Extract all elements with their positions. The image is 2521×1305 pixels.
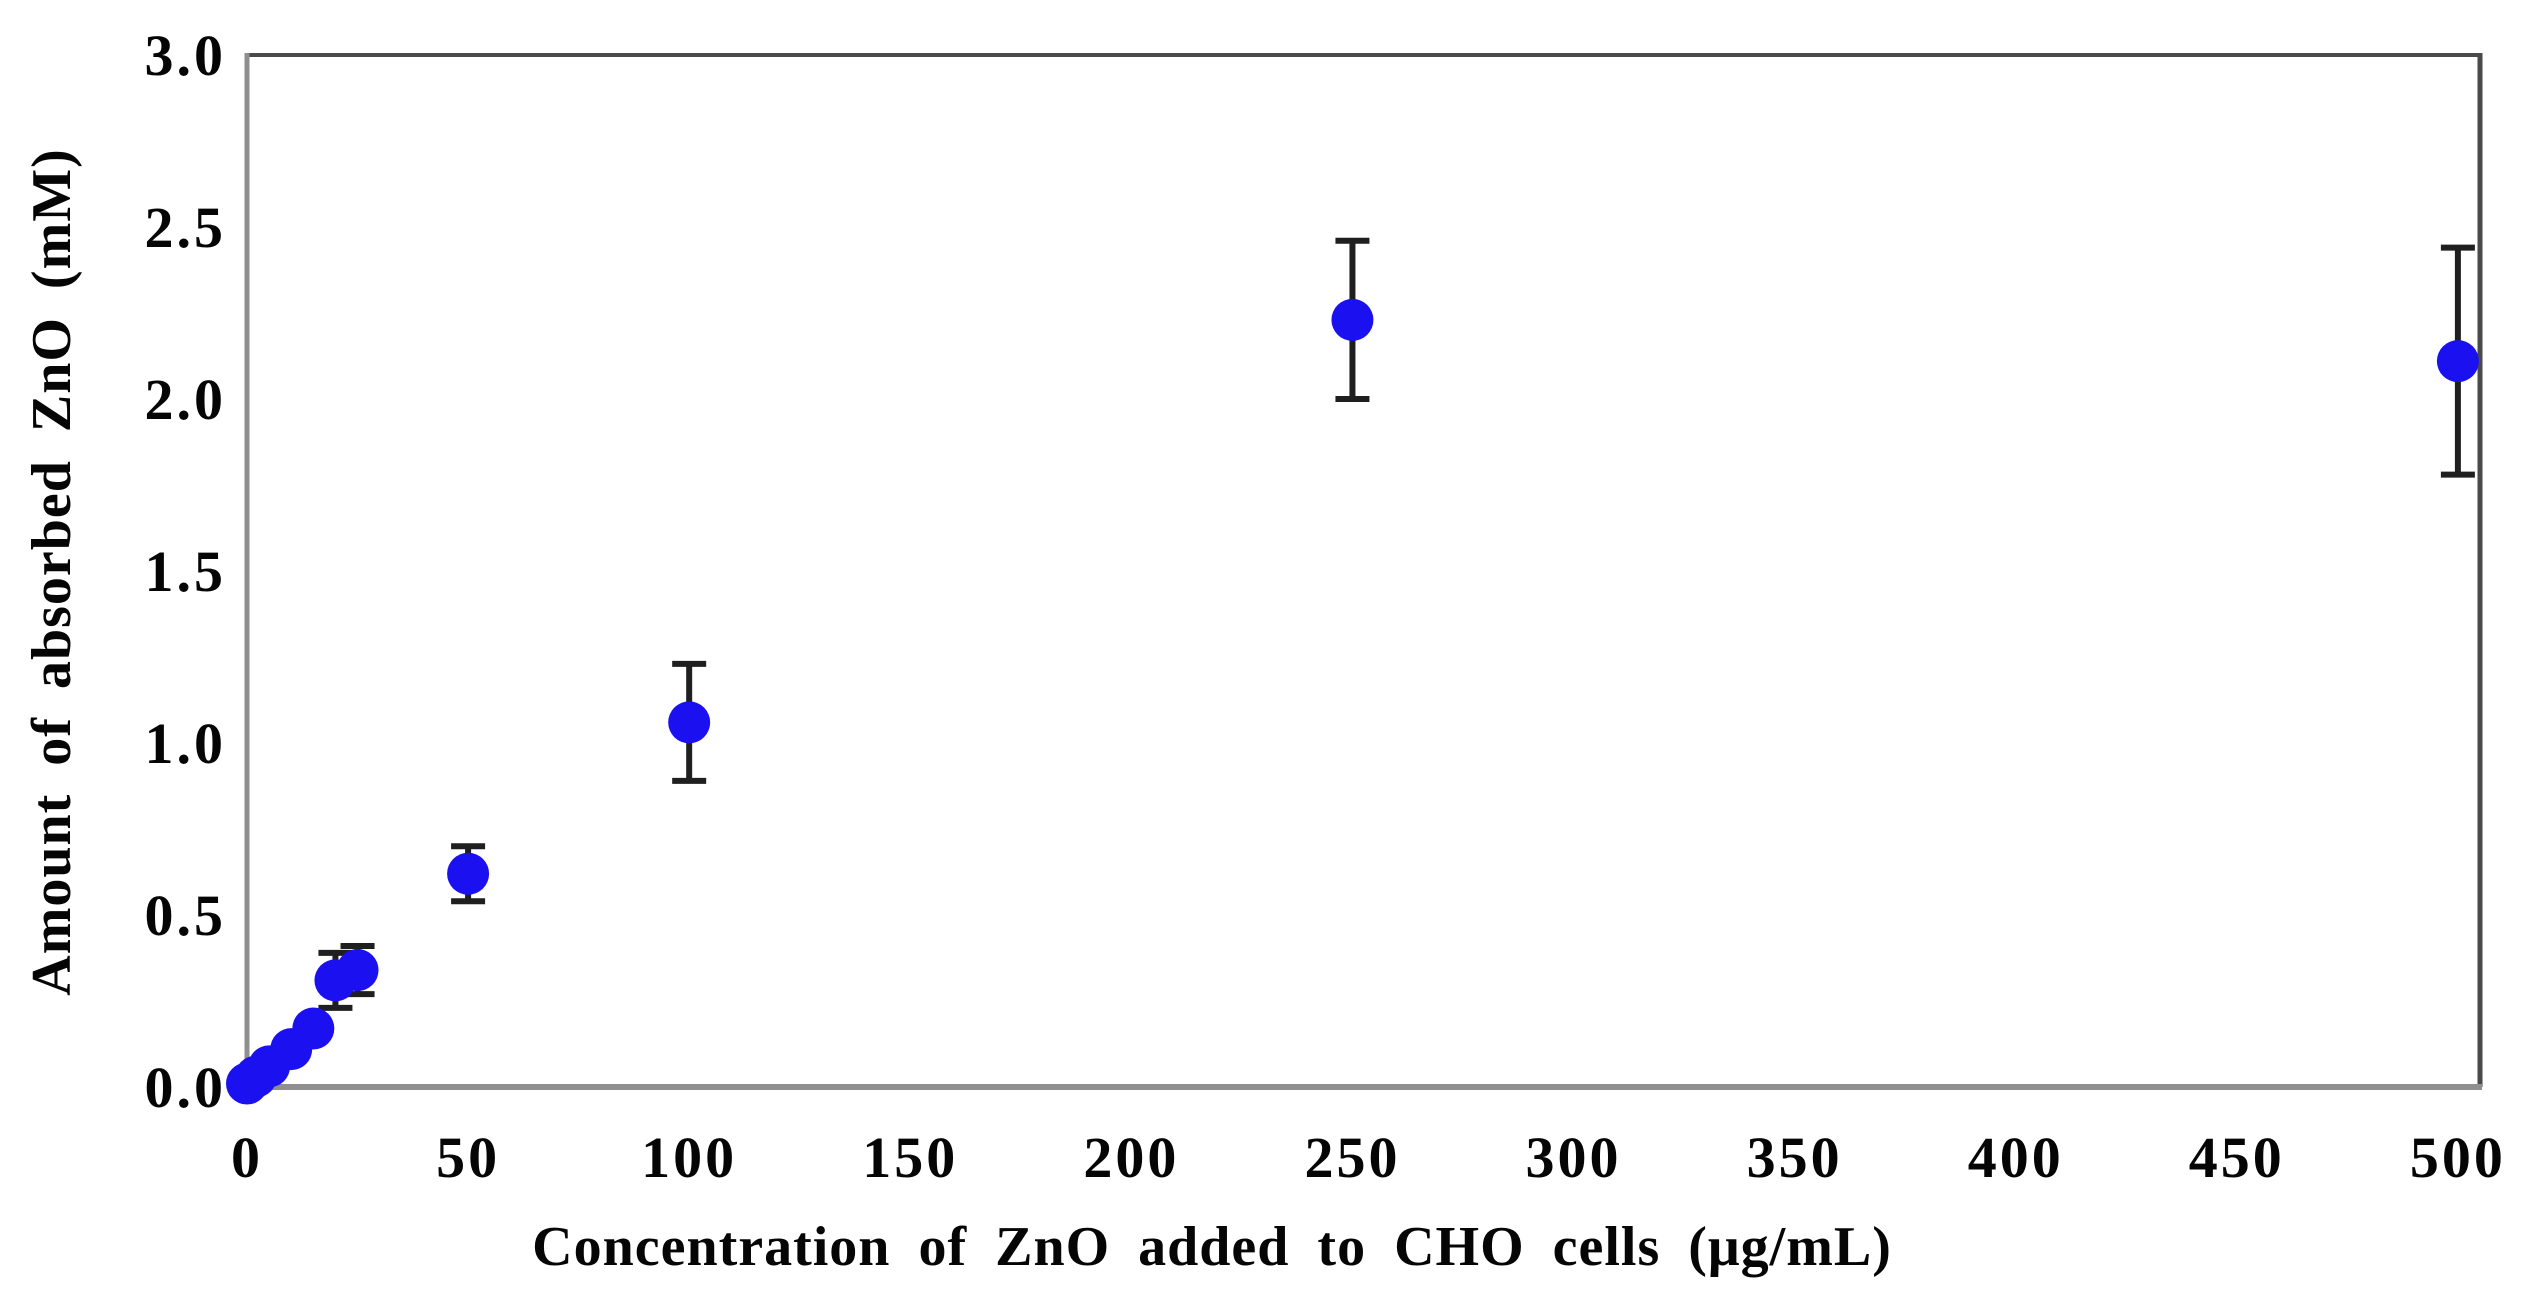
x-tick-label: 250 bbox=[1304, 1125, 1400, 1190]
data-point bbox=[668, 701, 711, 744]
y-tick-label: 3.0 bbox=[145, 23, 227, 88]
x-tick-label: 100 bbox=[641, 1125, 737, 1190]
x-tick-label: 300 bbox=[1526, 1125, 1622, 1190]
x-tick-label: 450 bbox=[2189, 1125, 2285, 1190]
y-tick-label: 0.0 bbox=[145, 1055, 227, 1120]
y-axis-title: Amount of absorbed ZnO (mM) bbox=[21, 148, 83, 996]
x-tick-label: 350 bbox=[1747, 1125, 1843, 1190]
y-tick-label: 1.0 bbox=[145, 711, 227, 776]
data-point bbox=[2436, 340, 2479, 383]
x-axis-title: Concentration of ZnO added to CHO cells … bbox=[532, 1216, 1892, 1278]
y-tick-label: 0.5 bbox=[145, 883, 227, 948]
x-tick-label: 50 bbox=[436, 1125, 500, 1190]
x-tick-label: 150 bbox=[862, 1125, 958, 1190]
data-point bbox=[292, 1007, 335, 1050]
data-point bbox=[447, 852, 490, 895]
data-point bbox=[336, 949, 379, 992]
data-point bbox=[1331, 298, 1374, 341]
x-tick-label: 400 bbox=[1968, 1125, 2064, 1190]
x-tick-label: 500 bbox=[2410, 1125, 2506, 1190]
x-tick-label: 0 bbox=[231, 1125, 263, 1190]
y-tick-label: 2.0 bbox=[145, 367, 227, 432]
x-tick-label: 200 bbox=[1083, 1125, 1179, 1190]
y-tick-label: 2.5 bbox=[145, 195, 227, 260]
y-tick-label: 1.5 bbox=[145, 539, 227, 604]
